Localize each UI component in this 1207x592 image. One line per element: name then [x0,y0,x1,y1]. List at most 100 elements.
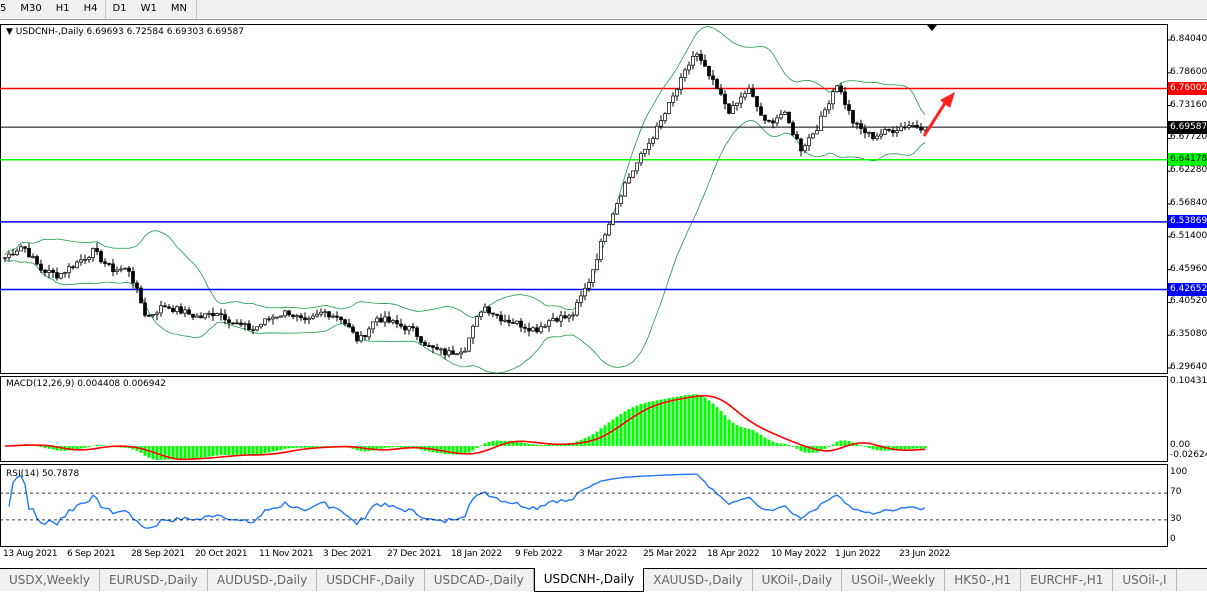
chart-tab[interactable]: UKOil-,Daily [753,569,843,591]
candle-body [575,302,579,316]
macd-bar [543,444,547,446]
macd-bar [911,446,915,449]
candle-body [655,125,659,140]
candle-body [351,326,355,333]
price-axis-label: 6.62280 [1170,165,1207,176]
candle-body [539,326,543,333]
candle-body [127,267,131,272]
macd-bar [623,411,627,446]
timeframe-d1[interactable]: D1 [104,0,134,19]
macd-bar [819,446,823,451]
candle-body [215,313,219,317]
candle-body [27,247,31,258]
chart-tab[interactable]: USDCNH-,Daily [533,568,645,592]
candle-body [563,315,567,319]
macd-bar [263,446,267,454]
candle-body [415,327,419,337]
rsi-line [8,473,926,529]
candle-body [403,325,407,331]
candle-body [799,138,803,152]
timeframe-w1[interactable]: W1 [140,3,157,14]
macd-bar [903,446,907,450]
bollinger-upper [4,26,926,319]
macd-bar [295,446,299,448]
candle-body [287,310,291,316]
macd-bar [775,442,779,446]
symbol-info-text: USDCNH-,Daily 6.69693 6.72584 6.69303 6.… [15,27,245,37]
macd-bar [399,446,403,448]
candle-body [87,257,91,260]
candle-body [339,316,343,320]
bollinger-lower [4,120,926,374]
macd-bar [751,430,755,446]
candle-body [199,315,203,319]
macd-bar [487,441,491,446]
date-axis-label: 28 Sep 2021 [131,549,185,559]
candle-body [467,337,471,352]
candle-body [163,305,167,308]
macd-bar [535,444,539,446]
rsi-label: RSI(14) 50.7878 [6,469,80,479]
macd-bar [231,446,235,456]
candle-body [283,310,287,317]
macd-bar [507,441,511,446]
macd-bar [895,446,899,451]
candle-body [155,312,159,315]
candle-body [727,103,731,114]
candle-body [603,234,607,242]
date-axis-label: 23 Jun 2022 [899,549,950,559]
macd-label: MACD(12,26,9) 0.004408 0.006942 [6,379,166,389]
candle-body [551,318,555,322]
candle-body [847,104,851,111]
candle-body [751,88,755,97]
chart-tab[interactable]: EURCHF-,H1 [1021,569,1114,591]
macd-bar [287,446,291,449]
price-axis-label: 6.35080 [1170,329,1207,340]
timeframe-h4[interactable]: H4 [83,3,98,14]
candle-body [559,315,563,322]
chart-tab[interactable]: HK50-,H1 [945,569,1022,591]
macd-bar [315,446,319,448]
candle-body [811,133,815,139]
timeframe-m5[interactable]: 5 [0,3,7,14]
candle-body [807,137,811,147]
macd-bar [707,400,711,446]
candle-body [223,314,227,321]
macd-bar [251,446,255,455]
macd-bar [195,446,199,459]
candle-body [843,91,847,105]
candle-body [399,323,403,327]
chart-tab[interactable]: USDX,Weekly [0,569,100,591]
chart-tab[interactable]: USDCAD-,Daily [425,569,534,591]
price-axis-label: 6.78600 [1170,66,1207,77]
candle-body [535,327,539,333]
price-chart[interactable] [0,20,1207,568]
chart-tab[interactable]: USDCHF-,Daily [317,569,425,591]
macd-bar [39,446,43,447]
timeframe-h1[interactable]: H1 [55,3,70,14]
candle-body [35,256,39,265]
candle-body [923,126,927,131]
candle-body [295,315,299,318]
candle-body [683,69,687,78]
candle-body [587,282,591,289]
candle-body [435,347,439,350]
chart-tab[interactable]: XAUUSD-,Daily [644,569,753,591]
timeframe-mn[interactable]: MN [170,3,187,14]
macd-bar [719,410,723,446]
timeframe-m30[interactable]: M30 [20,3,42,14]
candle-body [919,126,923,131]
macd-bar [303,446,307,448]
price-tag: 6.53869 [1168,215,1207,229]
macd-bar [407,446,411,448]
macd-bar [739,426,743,446]
chart-tab[interactable]: AUDUSD-,Daily [208,569,318,591]
candle-body [247,323,251,331]
chart-tab[interactable]: EURUSD-,Daily [100,569,208,591]
chart-tab[interactable]: USOil-,I [1113,569,1177,591]
candle-body [187,309,191,315]
price-axis-label: 6.84040 [1170,34,1207,44]
macd-bar [799,446,803,452]
candle-body [171,307,175,312]
chart-tab[interactable]: USOil-,Weekly [842,569,946,591]
